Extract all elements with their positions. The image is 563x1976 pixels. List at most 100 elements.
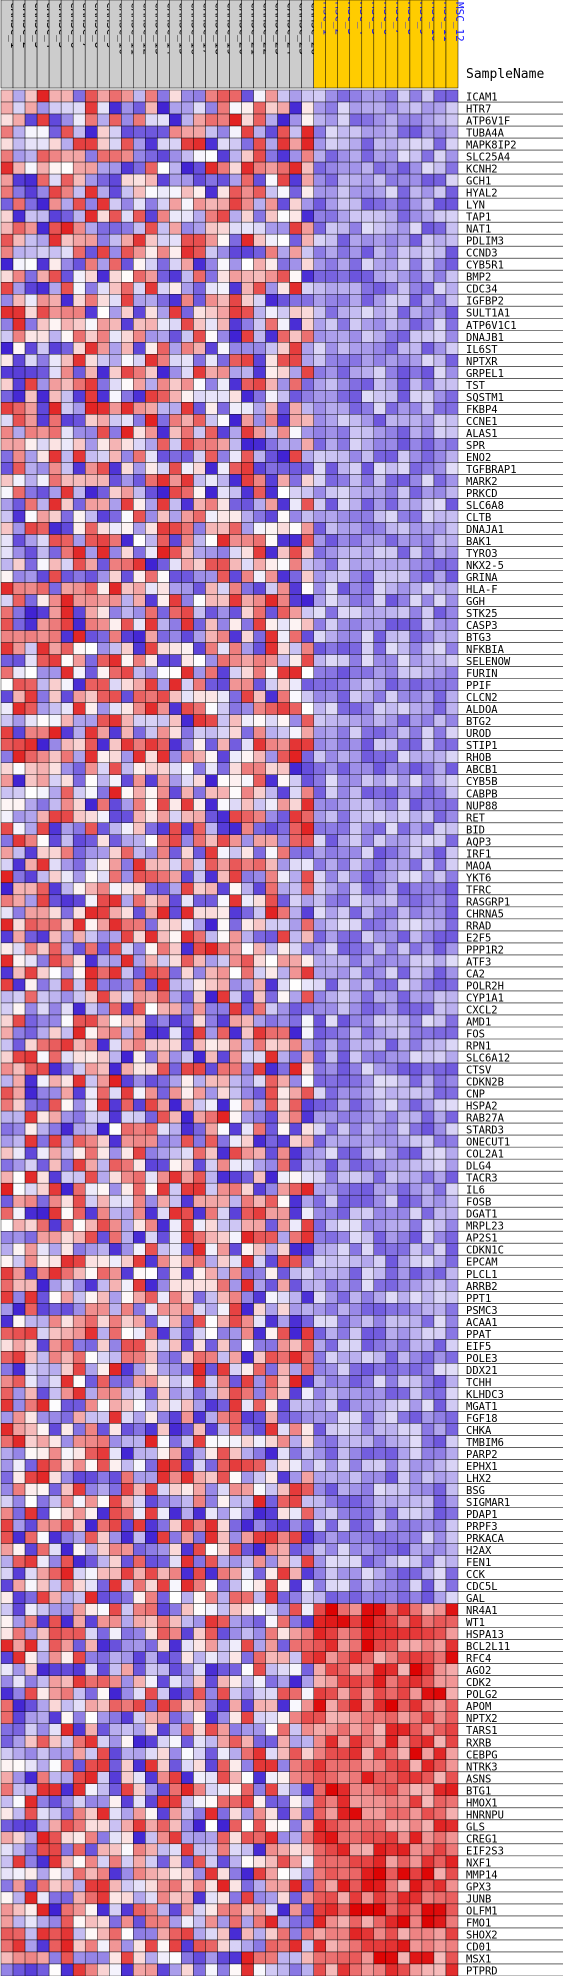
heatmap-cell [445,1387,459,1400]
heatmap-cell [84,498,98,511]
heatmap-cell [265,1122,278,1136]
heatmap-cell [385,1267,399,1280]
heatmap-cell [72,1170,86,1184]
heatmap-cell [361,510,375,523]
heatmap-cell [325,690,338,703]
heatmap-cell [325,774,338,787]
heatmap-cell [361,990,375,1004]
heatmap-cell [145,1459,158,1472]
heatmap-cell [337,1603,350,1616]
heatmap-cell [12,1122,26,1136]
heatmap-cell [241,1507,254,1520]
heatmap-cell [433,1375,447,1388]
heatmap-cell [421,798,435,811]
heatmap-cell [24,318,38,331]
heatmap-cell [24,474,38,487]
heatmap-cell [385,125,399,139]
heatmap-cell [289,1339,302,1352]
heatmap-cell [145,1170,158,1184]
heatmap-cell [289,282,302,295]
heatmap-cell [84,1303,98,1316]
heatmap-cell [277,846,290,860]
heatmap-cell [121,1471,134,1484]
heatmap-cell [193,810,206,823]
heatmap-cell [313,1014,326,1028]
heatmap-cell [409,798,423,811]
heatmap-cell [289,318,302,331]
heatmap-cell [36,474,50,487]
heatmap-cell [421,1134,435,1148]
heatmap-cell [397,378,411,391]
heatmap-cell [433,1363,447,1376]
heatmap-cell [169,1351,182,1364]
heatmap-cell [337,1279,350,1292]
heatmap-cell [169,1014,182,1028]
heatmap-cell [397,89,411,103]
heatmap-cell [84,125,98,139]
heatmap-cell [24,282,38,295]
heatmap-cell [337,990,350,1004]
heatmap-cell [36,1231,50,1244]
heatmap-cell [397,1555,411,1568]
heatmap-cell [205,1639,218,1652]
heatmap-cell [433,1627,447,1640]
heatmap-cell [133,1327,146,1340]
heatmap-cell [48,245,62,259]
heatmap-cell [385,414,399,427]
heatmap-cell [157,1387,170,1400]
heatmap-cell [193,522,206,535]
heatmap-cell [169,342,182,355]
heatmap-cell [121,798,134,811]
heatmap-cell [385,342,399,355]
heatmap-cell [277,414,290,427]
heatmap-cell [145,1567,158,1580]
heatmap-cell [349,1435,362,1448]
heatmap-cell [373,702,387,715]
heatmap-cell [253,606,266,619]
heatmap-cell [97,966,110,980]
heatmap-cell [229,1014,242,1028]
heatmap-cell [265,498,278,511]
heatmap-cell [421,209,435,223]
heatmap-cell [181,942,194,956]
heatmap-cell [121,197,134,211]
heatmap-cell [229,498,242,511]
heatmap-cell [145,654,158,667]
heatmap-cell [217,342,230,355]
heatmap-cell [84,486,98,499]
heatmap-cell [421,450,435,463]
heatmap-cell [193,1206,206,1220]
heatmap-cell [409,546,423,559]
heatmap-cell [60,654,74,667]
heatmap-cell [205,173,218,187]
heatmap-cell [253,1158,266,1172]
heatmap-cell [349,173,362,187]
heatmap-cell [181,1098,194,1112]
heatmap-cell [445,414,459,427]
heatmap-cell [60,1543,74,1556]
heatmap-cell [337,1158,350,1172]
heatmap-cell [205,846,218,860]
heatmap-cell [12,774,26,787]
heatmap-cell [157,1591,170,1604]
heatmap-cell [445,834,459,848]
heatmap-cell [84,774,98,787]
heatmap-cell [0,1423,14,1436]
heatmap-cell [133,149,146,163]
heatmap-cell [181,906,194,920]
heatmap-cell [48,1291,62,1304]
heatmap-cell [181,1579,194,1592]
heatmap-cell [349,1387,362,1400]
heatmap-cell [12,306,26,319]
heatmap-cell [217,1206,230,1220]
heatmap-cell [84,1507,98,1520]
heatmap-cell [265,426,278,439]
heatmap-cell [0,113,14,127]
heatmap-cell [169,402,182,415]
heatmap-cell [397,570,411,583]
heatmap-cell [60,1375,74,1388]
heatmap-cell [433,1255,447,1268]
heatmap-cell [241,1279,254,1292]
heatmap-cell [72,366,86,379]
heatmap-cell [12,978,26,992]
